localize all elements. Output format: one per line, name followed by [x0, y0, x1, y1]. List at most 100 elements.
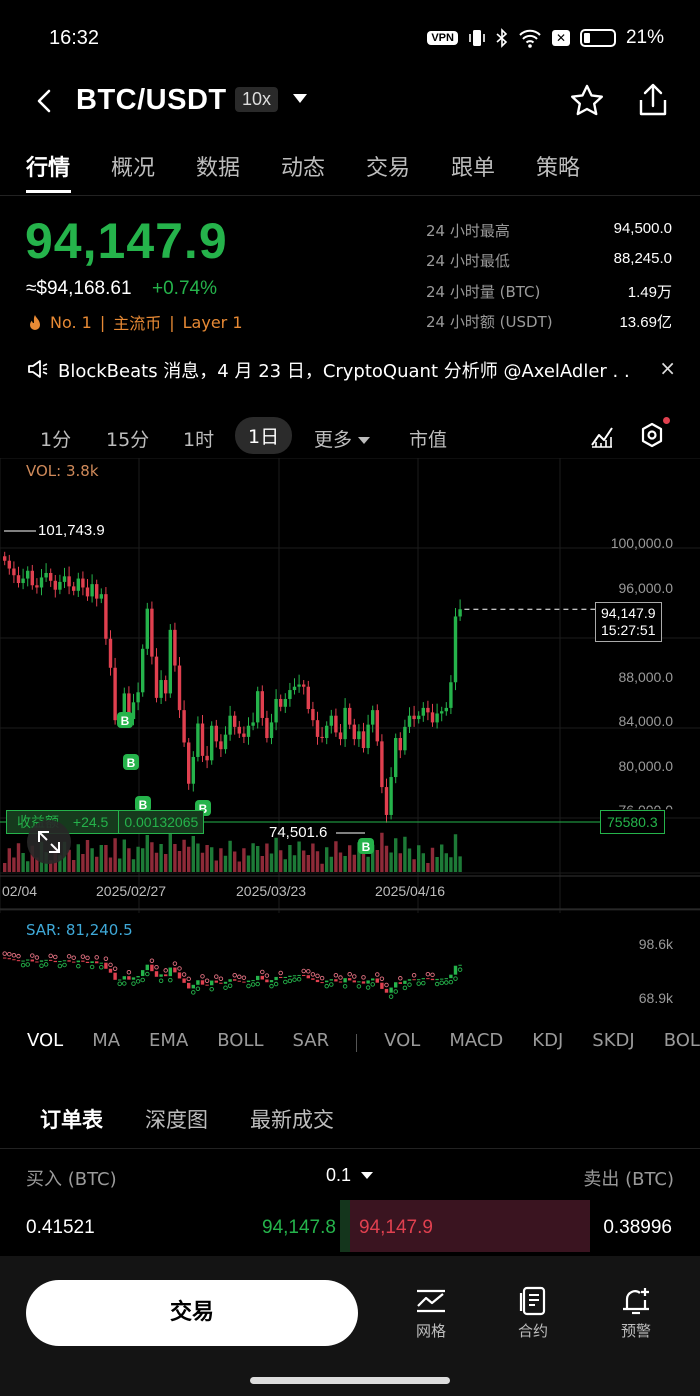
- tab-trade[interactable]: 交易: [366, 156, 411, 181]
- sar-dot: [407, 982, 412, 987]
- candle-body: [361, 731, 366, 749]
- candle-body: [12, 568, 16, 576]
- volume-bar: [205, 845, 209, 872]
- sar-dot: [250, 982, 256, 987]
- alert-button[interactable]: 预警: [601, 1286, 671, 1341]
- category-tag[interactable]: 主流币: [113, 314, 162, 333]
- candle-body: [228, 715, 232, 735]
- interval-1h[interactable]: 1时: [183, 429, 215, 451]
- indicator-vol[interactable]: VOL: [27, 1030, 64, 1051]
- interval-15m[interactable]: 15分: [106, 429, 150, 451]
- candle-body: [384, 787, 389, 815]
- sar-candle: [228, 979, 232, 982]
- candle-body: [35, 585, 39, 588]
- candle-body: [352, 724, 356, 740]
- category-tag[interactable]: Layer 1: [182, 312, 243, 332]
- volume-bar: [334, 841, 338, 872]
- candle-body: [426, 707, 430, 713]
- stat-volume-value: 1.49万: [627, 284, 672, 301]
- sar-candle: [361, 981, 366, 984]
- indicator-sar[interactable]: SAR: [292, 1030, 330, 1051]
- contract-button[interactable]: 合约: [498, 1286, 568, 1341]
- settings-icon[interactable]: [638, 421, 666, 449]
- candle-body: [141, 648, 145, 693]
- volume-bar: [394, 838, 398, 872]
- tab-orderbook[interactable]: 订单表: [40, 1108, 103, 1132]
- expand-button[interactable]: [27, 820, 71, 864]
- sar-candle: [338, 981, 343, 983]
- volume-bar: [366, 856, 370, 872]
- candle-body: [187, 742, 191, 784]
- tab-market[interactable]: 行情: [26, 150, 111, 194]
- sar-dot: [66, 954, 72, 959]
- pair-title[interactable]: BTC/USDT: [76, 84, 227, 116]
- tab-depth[interactable]: 深度图: [145, 1108, 208, 1132]
- sar-dot: [214, 974, 219, 979]
- indicator-sub-vol[interactable]: VOL: [384, 1030, 421, 1051]
- volume-bar: [95, 856, 99, 872]
- indicator-ma[interactable]: MA: [92, 1030, 121, 1051]
- tab-overview[interactable]: 概况: [111, 156, 156, 181]
- ask-price[interactable]: 94,147.9: [359, 1217, 433, 1238]
- interval-more[interactable]: 更多: [314, 425, 371, 452]
- sar-candle: [99, 962, 103, 964]
- sar-dot: [122, 981, 127, 986]
- indicator-skdj[interactable]: SKDJ: [592, 1030, 635, 1051]
- interval-1d[interactable]: 1日: [235, 417, 293, 454]
- sar-dot: [329, 982, 334, 987]
- grid-button[interactable]: 网格: [396, 1286, 466, 1341]
- candle-body: [26, 570, 30, 579]
- share-icon[interactable]: [634, 82, 672, 120]
- candle-body: [205, 755, 209, 761]
- orderbook-tabs: 订单表 深度图 最新成交: [40, 1104, 376, 1134]
- stat-volume-label: 24 小时量 (BTC): [426, 283, 541, 301]
- indicator-ema[interactable]: EMA: [149, 1030, 189, 1051]
- interval-mktcap[interactable]: 市值: [409, 429, 448, 451]
- indicator-boll-sub[interactable]: BOL: [663, 1030, 700, 1051]
- news-text[interactable]: BlockBeats 消息，4 月 23 日，CryptoQuant 分析师 @…: [58, 361, 630, 382]
- chevron-down-icon[interactable]: [293, 94, 307, 103]
- sar-candle: [251, 980, 255, 982]
- tab-data[interactable]: 数据: [196, 156, 241, 181]
- y-tick: 80,000.0: [618, 758, 674, 774]
- volume-bar: [16, 843, 21, 872]
- bid-price[interactable]: 94,147.8: [262, 1217, 336, 1238]
- chevron-down-icon[interactable]: [361, 1172, 373, 1179]
- kline-chart[interactable]: B B B B B VOL: 3.8k 100,000.0 96,000.0 88,00…: [0, 458, 700, 1018]
- indicator-icon[interactable]: [589, 423, 615, 449]
- candle-body: [39, 577, 44, 588]
- leverage-badge[interactable]: 10x: [235, 87, 279, 112]
- sar-candle: [260, 975, 264, 980]
- news-ticker[interactable]: BlockBeats 消息，4 月 23 日，CryptoQuant 分析师 @…: [26, 356, 676, 384]
- tab-feed[interactable]: 动态: [281, 156, 326, 181]
- tab-copytrade[interactable]: 跟单: [451, 156, 496, 181]
- star-icon[interactable]: [568, 82, 606, 120]
- price-step-select[interactable]: 0.1: [326, 1165, 352, 1185]
- volume-bar: [173, 844, 177, 872]
- back-icon[interactable]: [30, 86, 60, 116]
- sar-dot: [131, 981, 136, 986]
- interval-1m[interactable]: 1分: [40, 429, 72, 451]
- indicator-kdj[interactable]: KDJ: [532, 1030, 564, 1051]
- close-icon[interactable]: ×: [659, 356, 676, 380]
- rank-label[interactable]: No. 1: [50, 312, 92, 332]
- countdown-time: 15:27:51: [601, 622, 656, 638]
- indicator-macd[interactable]: MACD: [449, 1030, 504, 1051]
- sar-dot: [103, 956, 109, 962]
- orderbook-row[interactable]: 0.41521 94,147.8 94,147.9 0.38996: [0, 1200, 700, 1252]
- tab-strategy[interactable]: 策略: [536, 156, 581, 181]
- volume-bar: [141, 848, 145, 872]
- sar-y-tick: 68.9k: [638, 990, 673, 1006]
- sar-candle: [315, 979, 320, 983]
- chart-canvas[interactable]: B B B B B: [0, 458, 700, 1018]
- indicator-boll[interactable]: BOLL: [217, 1030, 264, 1051]
- candle-body: [196, 723, 200, 757]
- sar-indicator-label: SAR: 81,240.5: [26, 921, 133, 939]
- candle-body: [131, 702, 136, 720]
- candle-body: [440, 711, 444, 714]
- sar-candle: [16, 960, 21, 962]
- trade-button[interactable]: 交易: [26, 1280, 358, 1346]
- tab-trades[interactable]: 最新成交: [250, 1108, 334, 1132]
- volume-bar: [219, 848, 223, 872]
- sar-dot: [25, 962, 30, 967]
